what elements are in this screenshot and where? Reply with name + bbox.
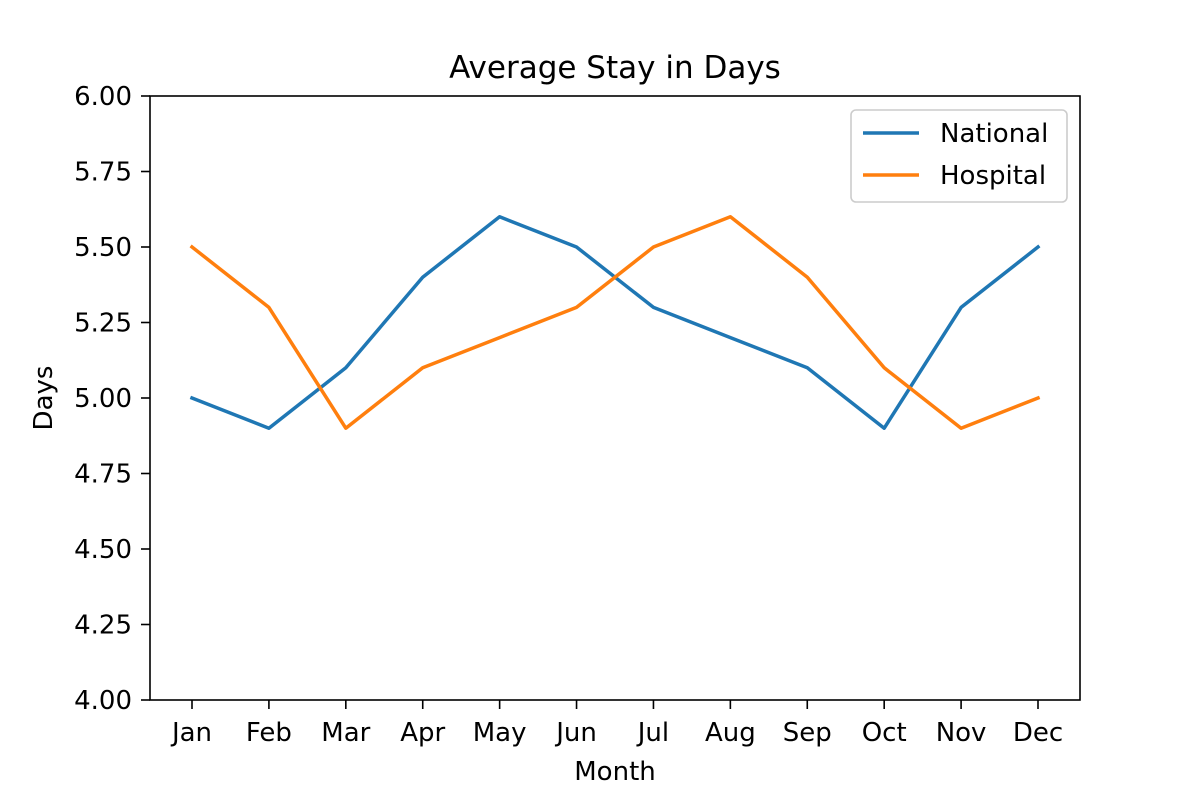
y-tick-label: 5.00 bbox=[74, 384, 132, 414]
x-axis-title: Month bbox=[574, 757, 656, 787]
y-axis-title: Days bbox=[29, 366, 59, 431]
legend-label-national: National bbox=[940, 119, 1048, 149]
x-tick-label: Dec bbox=[1013, 718, 1063, 748]
y-axis: 4.00 4.25 4.50 4.75 5.00 5.25 5.50 5.75 6.00 bbox=[74, 82, 150, 716]
x-tick-label: Jul bbox=[636, 718, 669, 748]
chart-title: Average Stay in Days bbox=[449, 50, 781, 86]
x-tick-label: Apr bbox=[400, 718, 445, 748]
x-tick-label: Oct bbox=[862, 718, 907, 748]
x-tick-label: Aug bbox=[705, 718, 756, 748]
series-line-hospital bbox=[189, 215, 1041, 430]
x-tick-label: Jan bbox=[170, 718, 212, 748]
y-tick-label: 6.00 bbox=[74, 82, 132, 112]
y-tick-label: 5.25 bbox=[74, 309, 132, 339]
x-tick-label: Nov bbox=[936, 718, 987, 748]
y-tick-label: 4.50 bbox=[74, 535, 132, 565]
y-tick-label: 4.00 bbox=[74, 686, 132, 716]
x-tick-label: May bbox=[473, 718, 527, 748]
y-tick-label: 5.75 bbox=[74, 158, 132, 188]
series-layer bbox=[189, 215, 1041, 430]
x-tick-label: Jun bbox=[554, 718, 597, 748]
x-tick-label: Feb bbox=[246, 718, 292, 748]
y-tick-label: 4.25 bbox=[74, 611, 132, 641]
x-tick-label: Mar bbox=[321, 718, 370, 748]
legend-label-hospital: Hospital bbox=[940, 161, 1046, 191]
x-tick-label: Sep bbox=[783, 718, 832, 748]
y-tick-label: 5.50 bbox=[74, 233, 132, 263]
y-tick-label: 4.75 bbox=[74, 460, 132, 490]
legend: National Hospital bbox=[850, 109, 1068, 203]
x-axis: Jan Feb Mar Apr May Jun Jul Aug Sep Oct Nov Dec bbox=[170, 700, 1063, 748]
